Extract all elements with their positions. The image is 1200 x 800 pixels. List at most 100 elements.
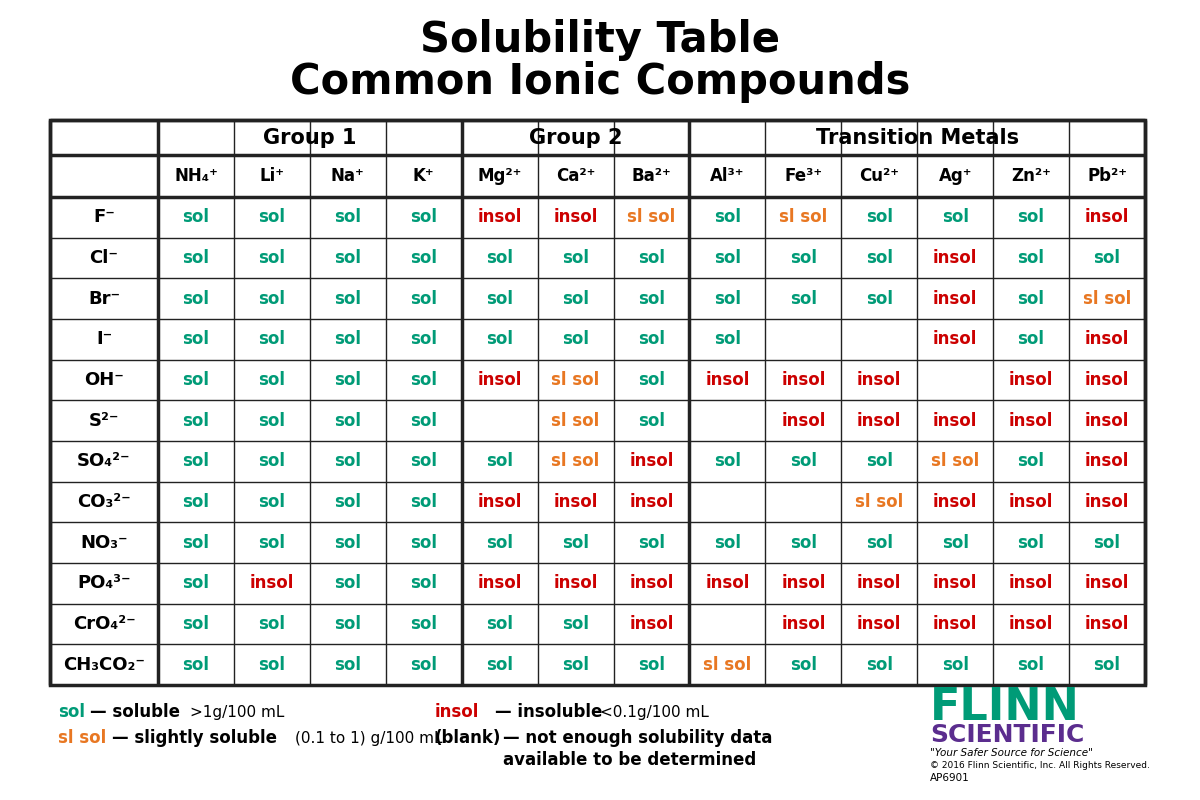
Text: sol: sol — [638, 290, 665, 308]
Text: sol: sol — [182, 290, 210, 308]
Text: insol: insol — [1085, 615, 1129, 633]
Text: sol: sol — [714, 330, 740, 348]
Text: sol: sol — [638, 656, 665, 674]
Text: OH⁻: OH⁻ — [84, 371, 124, 389]
Text: insol: insol — [706, 574, 750, 592]
Text: sol: sol — [1093, 656, 1121, 674]
Text: sol: sol — [258, 493, 286, 511]
Text: insol: insol — [629, 493, 673, 511]
Text: sol: sol — [258, 452, 286, 470]
Text: Ag⁺: Ag⁺ — [938, 167, 972, 185]
Text: available to be determined: available to be determined — [503, 751, 756, 769]
Text: >1g/100 mL: >1g/100 mL — [190, 705, 284, 719]
Text: sol: sol — [790, 249, 817, 267]
Text: sol: sol — [942, 208, 968, 226]
Text: sol: sol — [865, 249, 893, 267]
Text: sol: sol — [258, 249, 286, 267]
Text: insol: insol — [934, 249, 977, 267]
Text: sol: sol — [335, 534, 361, 552]
Text: Pb²⁺: Pb²⁺ — [1087, 167, 1127, 185]
Text: sol: sol — [58, 703, 85, 721]
Text: sol: sol — [562, 656, 589, 674]
Text: F⁻: F⁻ — [94, 208, 115, 226]
Text: sol: sol — [714, 534, 740, 552]
Text: sol: sol — [1018, 290, 1045, 308]
Text: Cl⁻: Cl⁻ — [90, 249, 119, 267]
Text: "Your Safer Source for Science": "Your Safer Source for Science" — [930, 748, 1093, 758]
Text: PO₄³⁻: PO₄³⁻ — [77, 574, 131, 592]
Text: insol: insol — [629, 452, 673, 470]
Text: sol: sol — [638, 249, 665, 267]
Text: sol: sol — [258, 371, 286, 389]
Text: sol: sol — [335, 412, 361, 430]
Text: insol: insol — [436, 703, 479, 721]
Text: insol: insol — [1009, 493, 1054, 511]
Text: insol: insol — [478, 574, 522, 592]
Text: SCIENTIFIC: SCIENTIFIC — [930, 723, 1085, 747]
Text: insol: insol — [1085, 574, 1129, 592]
Text: sol: sol — [182, 330, 210, 348]
Text: sol: sol — [335, 615, 361, 633]
Text: sol: sol — [410, 290, 437, 308]
Text: sol: sol — [638, 534, 665, 552]
Text: Mg²⁺: Mg²⁺ — [478, 167, 522, 185]
Text: sol: sol — [790, 290, 817, 308]
Text: sol: sol — [335, 656, 361, 674]
Text: FLINN: FLINN — [930, 686, 1080, 729]
Text: sol: sol — [486, 249, 514, 267]
Text: insol: insol — [250, 574, 294, 592]
Text: sol: sol — [182, 615, 210, 633]
Text: Group 1: Group 1 — [263, 127, 356, 147]
Text: sol: sol — [1093, 249, 1121, 267]
Text: Na⁺: Na⁺ — [331, 167, 365, 185]
Text: sol: sol — [790, 452, 817, 470]
Text: sol: sol — [182, 412, 210, 430]
Text: sl sol: sl sol — [628, 208, 676, 226]
Text: Ba²⁺: Ba²⁺ — [631, 167, 671, 185]
Text: sol: sol — [410, 330, 437, 348]
Text: insol: insol — [781, 574, 826, 592]
Text: sol: sol — [486, 330, 514, 348]
Text: — slightly soluble: — slightly soluble — [112, 729, 277, 747]
Text: sol: sol — [410, 615, 437, 633]
Text: insol: insol — [934, 493, 977, 511]
Text: sol: sol — [865, 452, 893, 470]
Text: sol: sol — [865, 208, 893, 226]
Text: insol: insol — [553, 493, 598, 511]
Text: sol: sol — [335, 493, 361, 511]
Text: insol: insol — [934, 615, 977, 633]
Text: AP6901: AP6901 — [930, 773, 970, 783]
Text: sol: sol — [335, 249, 361, 267]
Text: — not enough solubility data: — not enough solubility data — [503, 729, 773, 747]
Text: sol: sol — [486, 290, 514, 308]
Text: sl sol: sl sol — [58, 729, 107, 747]
Text: insol: insol — [478, 208, 522, 226]
Text: sol: sol — [410, 534, 437, 552]
Text: sol: sol — [638, 371, 665, 389]
Text: sol: sol — [1018, 249, 1045, 267]
Text: insol: insol — [934, 330, 977, 348]
Text: insol: insol — [1085, 493, 1129, 511]
Text: sol: sol — [410, 208, 437, 226]
Text: sol: sol — [638, 330, 665, 348]
Text: insol: insol — [1085, 330, 1129, 348]
Text: sol: sol — [182, 249, 210, 267]
Text: sol: sol — [1018, 656, 1045, 674]
Text: sol: sol — [1018, 452, 1045, 470]
Text: sol: sol — [258, 330, 286, 348]
Text: sol: sol — [562, 615, 589, 633]
Text: <0.1g/100 mL: <0.1g/100 mL — [600, 705, 709, 719]
Text: insol: insol — [934, 574, 977, 592]
Text: insol: insol — [934, 290, 977, 308]
Text: sol: sol — [335, 574, 361, 592]
Text: sol: sol — [638, 412, 665, 430]
Text: sl sol: sl sol — [779, 208, 828, 226]
Text: sol: sol — [1018, 534, 1045, 552]
Text: sol: sol — [562, 290, 589, 308]
Text: sol: sol — [182, 452, 210, 470]
Text: sol: sol — [410, 249, 437, 267]
Text: sol: sol — [562, 534, 589, 552]
Text: insol: insol — [478, 371, 522, 389]
Text: SO₄²⁻: SO₄²⁻ — [77, 452, 131, 470]
Text: sol: sol — [258, 290, 286, 308]
